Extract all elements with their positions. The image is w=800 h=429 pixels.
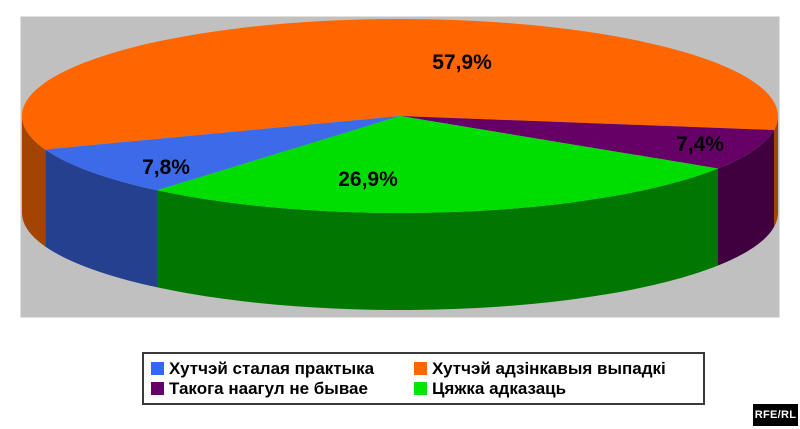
- legend-swatch-purple-icon: [151, 382, 164, 395]
- legend-item-green: Цяжка адказаць: [414, 380, 703, 397]
- legend-label-blue: Хутчэй сталая практыка: [169, 359, 375, 378]
- legend-label-green: Цяжка адказаць: [432, 379, 567, 398]
- slice-percent-labels: 57,9% 7,8% 7,4% 26,9%: [142, 51, 724, 191]
- label-green-percent: 26,9%: [338, 168, 398, 191]
- legend-swatch-blue-icon: [151, 362, 164, 375]
- label-purple-percent: 7,4%: [676, 133, 724, 156]
- slice-side-orange-right: [774, 116, 778, 227]
- legend-swatch-green-icon: [414, 382, 427, 395]
- legend-item-purple: Такога наагул не бывае: [151, 380, 414, 397]
- legend-swatch-orange-icon: [414, 362, 427, 375]
- pie-top-faces: [21, 19, 778, 214]
- legend-label-purple: Такога наагул не бывае: [169, 379, 368, 398]
- pie-side-walls: [21, 116, 778, 311]
- rferl-watermark: RFE/RL: [753, 404, 798, 426]
- slice-side-orange-left: [21, 116, 46, 247]
- slice-side-green: [157, 168, 718, 311]
- slice-orange: [21, 19, 778, 150]
- pie-chart-3d: 57,9% 7,8% 7,4% 26,9%: [20, 16, 780, 318]
- legend-label-orange: Хутчэй адзінкавыя выпадкі: [432, 359, 666, 378]
- label-blue-percent: 7,8%: [142, 156, 190, 179]
- slice-blue: [45, 116, 400, 191]
- legend-item-orange: Хутчэй адзінкавыя выпадкі: [414, 360, 703, 377]
- rferl-watermark-text: RFE/RL: [754, 409, 797, 421]
- legend-box: Хутчэй сталая практыка Хутчэй адзінкавыя…: [142, 352, 705, 405]
- slice-side-purple: [718, 130, 774, 266]
- label-orange-percent: 57,9%: [432, 51, 492, 74]
- slice-side-blue: [45, 149, 158, 288]
- slice-purple: [400, 116, 774, 169]
- legend-item-blue: Хутчэй сталая практыка: [151, 360, 414, 377]
- slice-green: [157, 116, 718, 214]
